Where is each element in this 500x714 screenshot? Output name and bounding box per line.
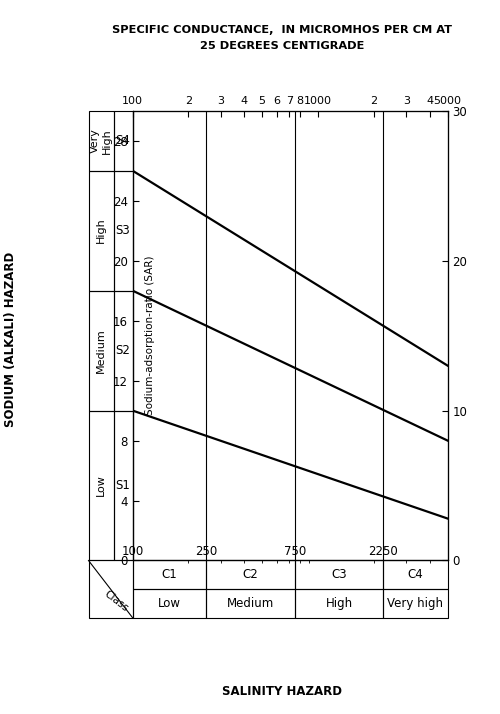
Text: Low: Low <box>96 475 106 496</box>
Text: S2: S2 <box>116 344 130 357</box>
Text: S1: S1 <box>116 479 130 492</box>
Text: 2250: 2250 <box>368 545 398 558</box>
Text: C2: C2 <box>242 568 258 581</box>
Text: SALINITY HAZARD: SALINITY HAZARD <box>222 685 342 698</box>
Text: Sodium-adsorption-ratio (SAR): Sodium-adsorption-ratio (SAR) <box>145 256 155 416</box>
Text: 25 DEGREES CENTIGRADE: 25 DEGREES CENTIGRADE <box>200 41 364 51</box>
Text: S4: S4 <box>116 134 130 147</box>
Text: High: High <box>326 597 352 610</box>
Text: 750: 750 <box>284 545 306 558</box>
Text: Low: Low <box>158 597 181 610</box>
Text: S3: S3 <box>116 224 130 237</box>
Text: 250: 250 <box>195 545 218 558</box>
Text: Class: Class <box>102 589 130 614</box>
Text: High: High <box>96 218 106 243</box>
Text: Very
High: Very High <box>90 128 112 154</box>
Text: 100: 100 <box>122 545 144 558</box>
Text: Medium: Medium <box>227 597 274 610</box>
Text: Very high: Very high <box>388 597 444 610</box>
Text: SPECIFIC CONDUCTANCE,  IN MICROMHOS PER CM AT: SPECIFIC CONDUCTANCE, IN MICROMHOS PER C… <box>112 25 452 35</box>
Text: Medium: Medium <box>96 328 106 373</box>
Text: C3: C3 <box>331 568 347 581</box>
Text: SODIUM (ALKALI) HAZARD: SODIUM (ALKALI) HAZARD <box>4 251 18 427</box>
Text: C1: C1 <box>162 568 178 581</box>
Text: C4: C4 <box>408 568 423 581</box>
